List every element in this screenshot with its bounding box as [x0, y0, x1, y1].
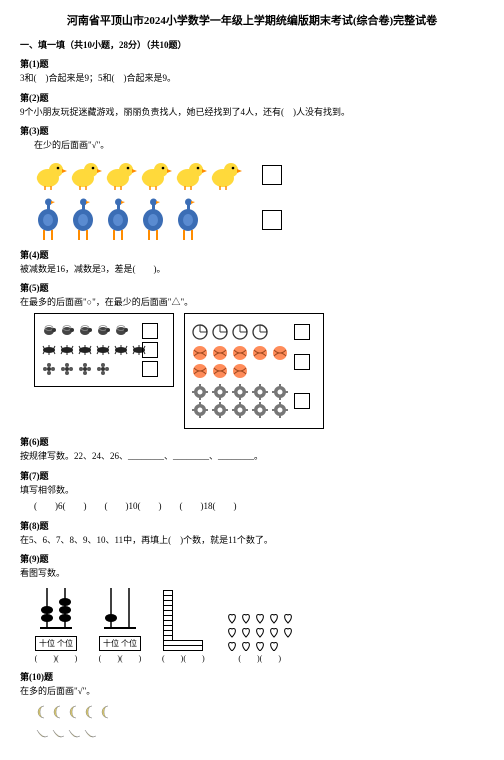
q5-body: 在最多的后面画"○"，在最少的后面画"△"。: [20, 296, 484, 309]
abacus-1-labels: 十位 个位: [35, 636, 77, 651]
abacus-2-labels: 十位 个位: [99, 636, 141, 651]
ostrich-icon: [34, 198, 209, 242]
q2-body: 9个小朋友玩捉迷藏游戏，丽丽负责找人，她已经找到了4人，还有( )人没有找到。: [20, 106, 484, 119]
tally-icon: [164, 591, 203, 651]
q5-right-ans-2[interactable]: [294, 354, 310, 370]
tally-parens: ( )( ): [162, 653, 205, 664]
q3-body: 在少的后面画"√"。: [34, 139, 484, 152]
q5-bugs-row: [41, 342, 167, 358]
q6-body: 按规律写数。22、24、26、________、________、_______…: [20, 450, 484, 463]
q2-number: 第(2)题: [20, 91, 484, 104]
q5-number: 第(5)题: [20, 281, 484, 294]
q1-body: 3和( )合起来是9；5和( )合起来是9。: [20, 72, 484, 85]
q5-bees-row: [41, 323, 167, 339]
q10-bananas-row: [34, 726, 484, 742]
q5-left-ans-3[interactable]: [142, 361, 158, 377]
exam-title: 河南省平顶山市2024小学数学一年级上学期统编版期末考试(综合卷)完整试卷: [20, 12, 484, 28]
abacus-icon: [98, 584, 142, 634]
q9-body: 看图写数。: [20, 567, 484, 580]
q5-circles-row: [191, 323, 317, 341]
q3-ostrich-row: [34, 198, 484, 242]
abacus-2: 十位 个位 ( )( ): [98, 584, 142, 664]
tally-group: ( )( ): [162, 591, 205, 664]
abacus-1-parens: ( )( ): [35, 653, 78, 664]
q5-flowers-row: [41, 361, 167, 377]
q5-left-ans-1[interactable]: [142, 323, 158, 339]
q5-right-ans-3[interactable]: [294, 393, 310, 409]
q7-number: 第(7)题: [20, 469, 484, 482]
q1-number: 第(1)题: [20, 57, 484, 70]
q10-body: 在多的后面画"√"。: [20, 685, 484, 698]
q3-answer-box-1[interactable]: [262, 165, 282, 185]
q4-number: 第(4)题: [20, 248, 484, 261]
abacus-2-parens: ( )( ): [99, 653, 142, 664]
section-1-heading: 一、填一填（共10小题，28分）（共10题）: [20, 38, 484, 51]
q10-number: 第(10)题: [20, 670, 484, 683]
q8-body: 在5、6、7、8、9、10、11中，再填上( )个数，就是11个数了。: [20, 534, 484, 547]
q4-body: 被减数是16，减数是3，差是( )。: [20, 263, 484, 276]
hearts-group: ( )( ): [225, 611, 295, 664]
q8-number: 第(8)题: [20, 519, 484, 532]
q5-right-ans-1[interactable]: [294, 324, 310, 340]
hearts-parens: ( )( ): [238, 653, 281, 664]
q3-number: 第(3)题: [20, 124, 484, 137]
q3-chicks-row: [34, 158, 484, 192]
q5-gears-row: [191, 383, 317, 419]
q7-body1: 填写相邻数。: [20, 484, 484, 497]
q3-answer-box-2[interactable]: [262, 210, 282, 230]
q10-moons-row: [34, 704, 484, 720]
q5-right-box: [184, 313, 324, 429]
q9-number: 第(9)题: [20, 552, 484, 565]
hearts-icon: [225, 611, 295, 651]
q6-number: 第(6)题: [20, 435, 484, 448]
q5-left-ans-2[interactable]: [142, 342, 158, 358]
moon-icon: [34, 704, 114, 720]
q7-body2: ( )6( ) ( )10( ) ( )18( ): [34, 500, 484, 513]
banana-icon: [34, 726, 98, 742]
abacus-icon: [34, 584, 78, 634]
abacus-1: 十位 个位 ( )( ): [34, 584, 78, 664]
chick-icon: [34, 158, 244, 192]
q5-left-box: [34, 313, 174, 387]
q5-balls-row: [191, 344, 311, 380]
